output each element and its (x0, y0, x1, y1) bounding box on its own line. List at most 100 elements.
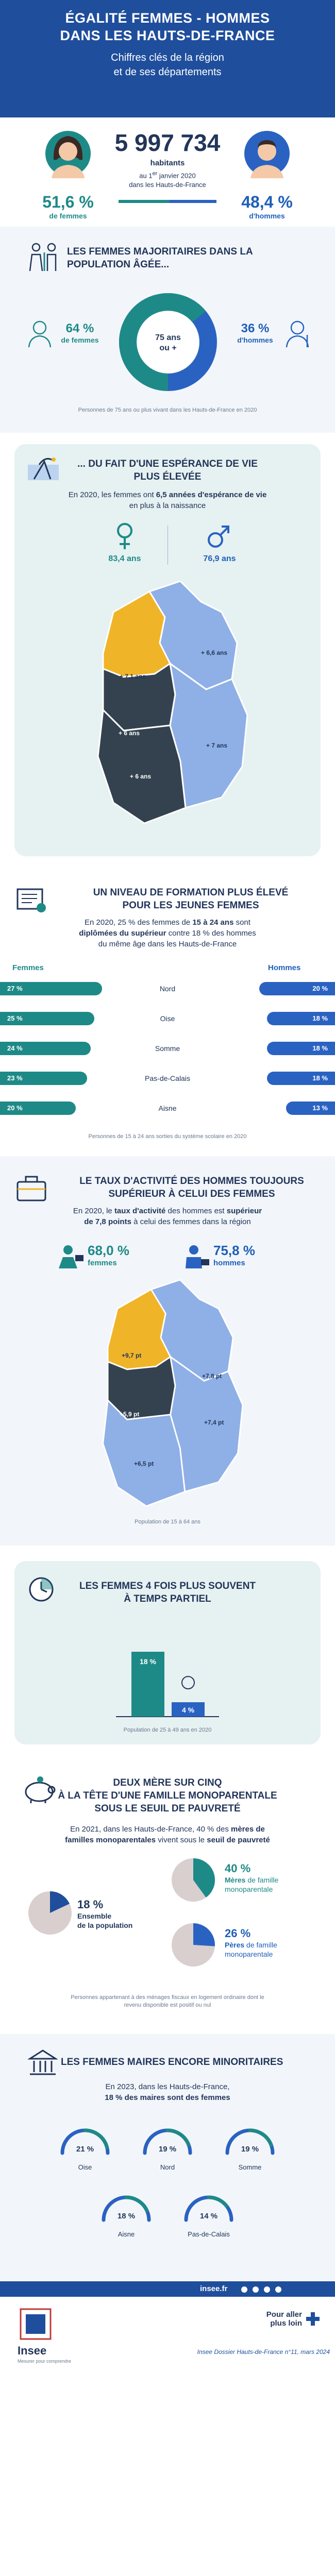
parttime-man-icon (181, 1676, 195, 1689)
activity-label-pas-de-calais: +9,7 pt (122, 1352, 142, 1359)
activity-label-somme: +5,9 pt (120, 1411, 140, 1418)
female-symbol-icon (117, 523, 132, 549)
activity-section: LE TAUX D'ACTIVITÉ DES HOMMES TOUJOURS S… (0, 1156, 335, 1546)
gauge-dept-label: Aisne (118, 2230, 135, 2238)
elderly-section: LES FEMMES MAJORITAIRES DANS LA POPULATI… (0, 227, 335, 433)
education-men-bar: 20 % (259, 982, 335, 995)
fathers-pie-slice (193, 1923, 215, 1946)
mayor-gauge: 21 % Oise (57, 2125, 113, 2171)
clock-icon (29, 1577, 54, 1602)
gauge-women-arc (165, 2128, 191, 2147)
education-row: 20 % Aisne 13 % (0, 1101, 335, 1115)
map-label-oise: + 6 ans (130, 773, 152, 780)
activity-map (102, 1280, 244, 1507)
map-dept-aisne (169, 1355, 244, 1493)
activity-label-nord: +7,8 pt (202, 1372, 222, 1380)
gauge-value: 21 % (76, 2145, 94, 2154)
x-icon[interactable] (241, 2286, 247, 2293)
insee-logo-tagline: Mesurer pour comprendre (18, 2359, 72, 2364)
man-worker-icon (186, 1245, 209, 1268)
education-row: 27 % Nord 20 % (0, 982, 335, 995)
parttime-men-value: 4 % (182, 1706, 195, 1714)
education-row: 25 % Oise 18 % (0, 1012, 335, 1025)
education-row: 23 % Pas-de-Calais 18 % (0, 1072, 335, 1085)
education-section: UN NIVEAU DE FORMATION PLUS ÉLEVÉ POUR L… (0, 868, 335, 1156)
deckchair-icon (28, 457, 59, 480)
mayor-gauge: 19 % Nord (139, 2125, 196, 2171)
plus-icon[interactable] (305, 2311, 321, 2327)
fathers-stat: 26 % Pères de famille monoparentale (225, 1927, 277, 1958)
activity-text: En 2020, le taux d'activité des hommes e… (73, 1207, 262, 1226)
parttime-women-value: 18 % (140, 1657, 156, 1666)
parttime-men-bar (172, 1702, 205, 1717)
education-men-bar: 18 % (267, 1042, 335, 1055)
parttime-section: LES FEMMES 4 FOIS PLUS SOUVENT À TEMPS P… (0, 1546, 335, 1756)
population-section: 5 997 734 habitants au 1er janvier 2020 … (0, 117, 335, 227)
activity-women: 68,0 % femmes (88, 1243, 129, 1267)
man-avatar-icon (244, 131, 290, 178)
single-title: DEUX MÈRE SUR CINQ À LA TÊTE D'UNE FAMIL… (58, 1777, 277, 1814)
gauge-women-arc (124, 2195, 149, 2212)
linkedin-icon[interactable] (275, 2286, 281, 2293)
insee-logo-text: Insee (18, 2344, 47, 2357)
activity-note: Population de 15 à 64 ans (135, 1519, 200, 1525)
mothers-stat: 40 % Mères de famille monoparentale (225, 1862, 279, 1893)
map-label-nord: + 6,6 ans (201, 649, 228, 656)
population-total: 5 997 734 (114, 129, 221, 156)
woman-worker-icon (59, 1245, 83, 1268)
page-subtitle: Chiffres clés de la région et de ses dép… (111, 52, 224, 78)
gauge-value: 14 % (200, 2212, 217, 2221)
social-icons (241, 2286, 281, 2293)
education-dept-label: Oise (160, 1014, 175, 1023)
facebook-icon[interactable] (253, 2286, 259, 2293)
gauge-dept-label: Somme (238, 2163, 262, 2171)
men-share: 48,4 % d'hommes (241, 193, 293, 220)
activity-label-oise: +6,5 pt (134, 1460, 154, 1467)
insee-site-link[interactable]: insee.fr (200, 2284, 228, 2293)
svg-text:75 ans: 75 ans (155, 333, 181, 342)
population-split-bar (119, 200, 216, 203)
elderly-men: 36 % d'hommes (237, 321, 273, 344)
gauge-dept-label: Nord (160, 2163, 175, 2171)
women-share: 51,6 % de femmes (42, 193, 94, 220)
gauge-women-arc (83, 2128, 109, 2149)
elderly-women: 64 % de femmes (61, 321, 99, 344)
map-label-pas-de-calais: + 7,1 ans (120, 673, 146, 680)
elderly-note: Personnes de 75 ans ou plus vivant dans … (78, 407, 257, 413)
mayors-section: LES FEMMES MAIRES ENCORE MINORITAIRES En… (0, 2034, 335, 2281)
parttime-card (14, 1561, 321, 1744)
education-women-bar: 25 % (0, 1012, 95, 1025)
more-info-link[interactable]: Pour aller plus loin (266, 2310, 302, 2328)
header-band: ÉGALITÉ FEMMES - HOMMES DANS LES HAUTS-D… (0, 0, 335, 117)
gauge-dept-label: Pas-de-Calais (188, 2230, 230, 2238)
life-text: En 2020, les femmes ont 6,5 années d'esp… (68, 490, 267, 510)
piggy-bank-icon (25, 1776, 56, 1803)
life-men-value: 76,9 ans (203, 554, 236, 563)
fathers-pie-chart (172, 1923, 215, 1967)
education-women-bar: 27 % (0, 982, 102, 995)
life-section: ... DU FAIT D'UNE ESPÉRANCE DE VIE PLUS … (0, 433, 335, 868)
single-section: DEUX MÈRE SUR CINQ À LA TÊTE D'UNE FAMIL… (0, 1756, 335, 2034)
footer: insee.fr Insee Mesurer pour comprendre P… (0, 2281, 335, 2370)
elderly-donut-chart: 75 ans ou + (119, 293, 217, 391)
population-unit: habitants (150, 159, 185, 167)
parttime-note: Population de 25 à 49 ans en 2020 (123, 1727, 212, 1733)
footer-band: insee.fr (0, 2281, 335, 2297)
mothers-pie-slice (193, 1858, 215, 1897)
life-women-value: 83,4 ans (108, 554, 141, 563)
svg-text:ou +: ou + (159, 344, 176, 352)
education-dept-label: Nord (159, 985, 176, 993)
population-pie-slice (50, 1891, 70, 1913)
page-title: ÉGALITÉ FEMMES - HOMMES DANS LES HAUTS-D… (60, 10, 275, 43)
couple-icon (29, 243, 57, 272)
briefcase-icon (16, 1176, 46, 1201)
youtube-icon[interactable] (264, 2286, 270, 2293)
population-poverty-stat: 18 % Ensemble de la population (77, 1898, 133, 1929)
education-text: En 2020, 25 % des femmes de 15 à 24 ans … (79, 918, 256, 948)
education-women-bar: 24 % (0, 1042, 91, 1055)
education-men-bar: 13 % (286, 1101, 335, 1115)
activity-men: 75,8 % hommes (213, 1243, 255, 1267)
life-divider (167, 526, 168, 565)
elderly-woman-icon (28, 320, 52, 348)
town-hall-icon (28, 2049, 58, 2075)
